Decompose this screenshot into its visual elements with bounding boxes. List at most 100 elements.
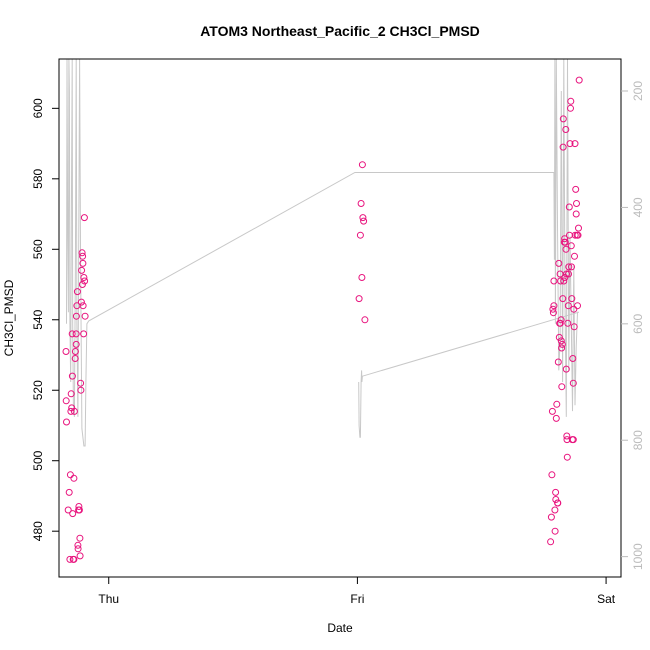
- data-point: [565, 270, 572, 278]
- data-point: [574, 231, 582, 239]
- data-point: [69, 510, 77, 518]
- data-point: [557, 337, 565, 345]
- data-point: [557, 277, 565, 285]
- data-point: [567, 242, 575, 250]
- data-point: [563, 453, 571, 461]
- data-point: [559, 115, 567, 123]
- y-tick-label: 520: [31, 380, 45, 400]
- data-point: [568, 263, 575, 271]
- data-point: [563, 432, 571, 440]
- data-point: [78, 266, 86, 274]
- data-point: [566, 140, 574, 148]
- line-series: [66, 58, 579, 447]
- data-point: [558, 344, 566, 352]
- data-point: [571, 252, 578, 260]
- data-point: [78, 281, 86, 288]
- data-point: [66, 555, 74, 563]
- data-point: [79, 259, 87, 267]
- data-point: [564, 319, 572, 327]
- data-point: [552, 488, 560, 496]
- y2-tick-label: 800: [631, 430, 645, 450]
- data-point: [79, 252, 87, 260]
- y-tick-label: 480: [31, 521, 45, 541]
- data-point: [80, 214, 88, 222]
- data-point: [553, 400, 561, 408]
- data-point: [573, 200, 580, 207]
- data-point: [80, 330, 88, 338]
- y-tick-label: 580: [31, 168, 45, 188]
- data-point: [75, 506, 83, 514]
- y-axis-label: CH3Cl_PMSD: [2, 279, 16, 356]
- data-point: [563, 270, 570, 278]
- data-point: [356, 231, 364, 239]
- data-point: [569, 436, 577, 444]
- data-point: [74, 545, 82, 553]
- data-point: [565, 203, 573, 211]
- data-point: [70, 407, 78, 415]
- series-line: [66, 58, 579, 447]
- data-point: [76, 534, 84, 542]
- data-point: [355, 295, 363, 303]
- x-axis: Thu Fri Sat: [98, 576, 616, 606]
- data-point: [77, 379, 85, 387]
- y-tick-label: 560: [31, 239, 45, 259]
- data-point: [575, 224, 582, 232]
- data-point: [561, 235, 569, 243]
- data-point: [562, 365, 570, 373]
- data-point: [77, 386, 85, 394]
- data-point: [571, 140, 579, 148]
- data-point: [66, 471, 74, 479]
- y-axis-right: 200 400 600 800 1000: [621, 81, 645, 570]
- data-point: [62, 348, 70, 355]
- data-point: [551, 506, 559, 514]
- data-point: [575, 76, 583, 84]
- data-point: [548, 407, 556, 415]
- data-point: [359, 214, 367, 222]
- data-point: [72, 340, 80, 348]
- data-point: [562, 126, 570, 133]
- data-point: [550, 302, 558, 310]
- data-point: [361, 316, 369, 324]
- data-point: [358, 161, 366, 169]
- x-tick-label: Thu: [98, 592, 119, 606]
- data-point: [357, 200, 365, 207]
- data-point: [70, 555, 78, 563]
- data-point: [554, 358, 562, 366]
- data-point: [547, 513, 555, 521]
- series-line: [358, 311, 579, 438]
- x-tick-label: Sat: [597, 592, 616, 606]
- data-point: [550, 277, 558, 285]
- data-point: [570, 323, 578, 331]
- data-point: [561, 274, 569, 281]
- data-point: [75, 503, 83, 510]
- data-point: [73, 288, 81, 296]
- data-point: [79, 302, 87, 310]
- data-point: [552, 414, 560, 422]
- data-point: [551, 527, 559, 535]
- data-point: [68, 372, 76, 380]
- data-point: [548, 471, 556, 479]
- data-point: [562, 245, 570, 253]
- data-point: [568, 295, 576, 303]
- y2-tick-label: 600: [631, 313, 645, 333]
- plot-frame: [58, 58, 622, 578]
- data-point: [76, 552, 84, 560]
- data-point: [567, 97, 575, 105]
- y-axis: 480 500 520 540 560 580 600: [31, 98, 59, 541]
- data-point: [560, 277, 568, 285]
- data-point: [565, 263, 573, 271]
- chart-title: ATOM3 Northeast_Pacific_2 CH3Cl_PMSD: [200, 23, 480, 39]
- data-point: [72, 312, 80, 320]
- data-point: [80, 274, 88, 281]
- data-point: [72, 330, 80, 338]
- y-tick-label: 540: [31, 309, 45, 329]
- data-point: [561, 238, 569, 246]
- y-tick-label: 600: [31, 98, 45, 118]
- data-point: [358, 274, 366, 281]
- data-point: [558, 340, 566, 348]
- data-point: [549, 305, 557, 313]
- data-point: [554, 499, 562, 507]
- data-point: [81, 277, 89, 285]
- data-point: [559, 295, 567, 303]
